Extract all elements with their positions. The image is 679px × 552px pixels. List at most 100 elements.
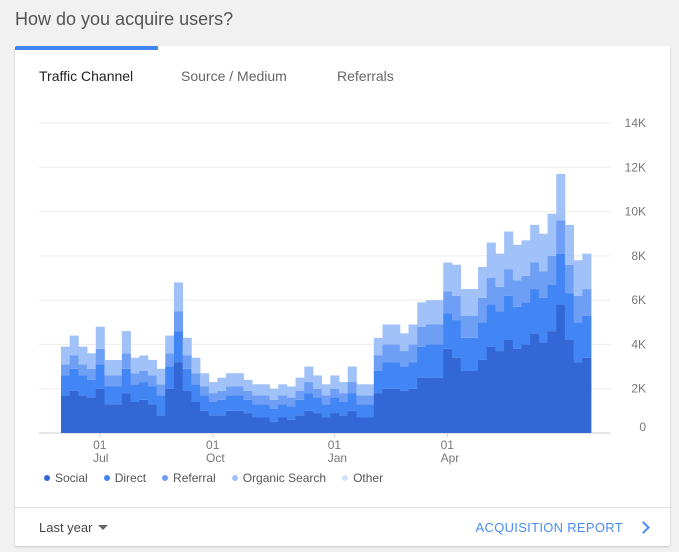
bar-segment-direct xyxy=(538,297,548,343)
bar-segment-social xyxy=(69,390,79,433)
bar-segment-referral xyxy=(208,393,218,402)
y-tick-label: 6K xyxy=(631,293,646,307)
x-tick-day: 01 xyxy=(93,438,107,452)
bar-segment-referral xyxy=(295,390,305,400)
bar-segment-organic-search xyxy=(217,377,227,391)
bar-segment-social xyxy=(208,415,218,433)
bar-segment-organic-search xyxy=(408,324,418,345)
bar-segment-social xyxy=(191,402,201,433)
bar-segment-referral xyxy=(391,344,401,363)
bar-segment-direct xyxy=(530,289,540,334)
x-tick-day: 01 xyxy=(206,438,220,452)
bar-segment-social xyxy=(530,333,540,433)
bar-segment-social xyxy=(347,410,357,433)
bar-segment-organic-search xyxy=(191,357,201,374)
legend-item-other[interactable]: Other xyxy=(342,471,383,485)
bar-segment-social xyxy=(286,419,296,433)
legend-item-social[interactable]: Social xyxy=(44,471,88,485)
bar-segment-referral xyxy=(104,375,114,387)
bar-segment-referral xyxy=(182,355,192,369)
acquisition-report-label: ACQUISITION REPORT xyxy=(475,520,623,535)
bar-segment-social xyxy=(278,417,288,433)
bar-segment-social xyxy=(573,362,583,433)
bar-segment-referral xyxy=(512,280,522,307)
y-tick-label: 0 xyxy=(639,420,646,434)
bar-segment-referral xyxy=(156,384,166,396)
bar-segment-social xyxy=(269,421,279,433)
bar-segment-direct xyxy=(173,331,184,363)
bar-segment-social xyxy=(495,351,505,433)
bar-segment-direct xyxy=(156,395,166,416)
y-tick-label: 12K xyxy=(625,160,646,174)
bar-segment-social xyxy=(469,371,479,433)
bar-segment-organic-search xyxy=(356,384,366,396)
bar-segment-referral xyxy=(304,382,314,394)
bar-segment-direct xyxy=(78,375,88,396)
tab-referrals[interactable]: Referrals xyxy=(337,68,394,84)
bar-segment-organic-search xyxy=(200,373,210,387)
bar-segment-organic-search xyxy=(582,253,592,290)
bar-segment-social xyxy=(95,388,105,433)
legend-dot-icon xyxy=(342,475,349,481)
bar-segment-organic-search xyxy=(61,346,71,365)
bar-segment-social xyxy=(173,362,184,433)
bar-segment-referral xyxy=(408,344,418,363)
bar-segment-referral xyxy=(538,271,548,298)
card-accent-bar xyxy=(15,46,158,50)
bar-segment-referral xyxy=(365,395,375,405)
bar-segment-direct xyxy=(217,399,227,416)
bar-segment-referral xyxy=(173,311,184,332)
chevron-right-icon xyxy=(637,521,650,534)
acquisition-report-link[interactable]: ACQUISITION REPORT xyxy=(475,520,650,535)
bar-segment-referral xyxy=(69,355,79,369)
bar-segment-organic-search xyxy=(417,302,427,327)
bar-segment-organic-search xyxy=(130,357,140,374)
bar-segment-referral xyxy=(95,348,105,365)
bar-segment-direct xyxy=(312,397,323,414)
bar-segment-referral xyxy=(564,264,575,294)
legend-dot-icon xyxy=(103,475,110,481)
bar-segment-direct xyxy=(417,346,427,378)
bar-segment-organic-search xyxy=(365,384,375,396)
legend-label: Direct xyxy=(114,471,147,485)
bar-segment-direct xyxy=(95,364,105,389)
bar-segment-referral xyxy=(252,395,262,405)
bar-segment-referral xyxy=(530,262,540,290)
bar-segment-social xyxy=(564,340,575,433)
bar-segment-social xyxy=(61,395,71,433)
legend-item-organic-search[interactable]: Organic Search xyxy=(231,471,326,485)
bar-segment-organic-search xyxy=(564,224,575,265)
bar-segment-organic-search xyxy=(104,359,114,376)
bar-segment-direct xyxy=(504,295,514,340)
x-tick-day: 01 xyxy=(328,438,342,452)
bar-segment-referral xyxy=(330,388,340,398)
bar-segment-referral xyxy=(165,353,175,367)
tab-traffic-channel[interactable]: Traffic Channel xyxy=(39,68,134,84)
bar-segment-social xyxy=(156,415,166,433)
bar-segment-social xyxy=(87,397,97,433)
bar-segment-social xyxy=(304,410,314,433)
date-range-dropdown[interactable]: Last year xyxy=(39,520,109,535)
bar-segment-organic-search xyxy=(139,355,149,371)
bar-segment-organic-search xyxy=(521,240,531,276)
legend-item-referral[interactable]: Referral xyxy=(162,471,216,485)
bar-segment-direct xyxy=(399,366,409,391)
bar-segment-social xyxy=(339,415,349,433)
bar-segment-referral xyxy=(234,386,244,396)
bar-segment-direct xyxy=(347,393,357,411)
bar-segment-referral xyxy=(521,275,531,303)
bar-segment-referral xyxy=(200,386,210,396)
bar-segment-referral xyxy=(425,324,436,345)
bar-segment-referral xyxy=(443,291,453,314)
bar-segment-social xyxy=(382,388,392,433)
tab-source-medium[interactable]: Source / Medium xyxy=(181,68,287,84)
bar-segment-referral xyxy=(582,289,592,316)
legend-item-direct[interactable]: Direct xyxy=(103,471,147,485)
bar-segment-direct xyxy=(252,404,262,418)
bar-segment-organic-search xyxy=(469,289,479,316)
bar-segment-direct xyxy=(408,362,418,389)
bar-segment-social xyxy=(504,340,514,433)
x-tick-month: Apr xyxy=(441,451,460,465)
bar-segment-organic-search xyxy=(486,242,496,278)
